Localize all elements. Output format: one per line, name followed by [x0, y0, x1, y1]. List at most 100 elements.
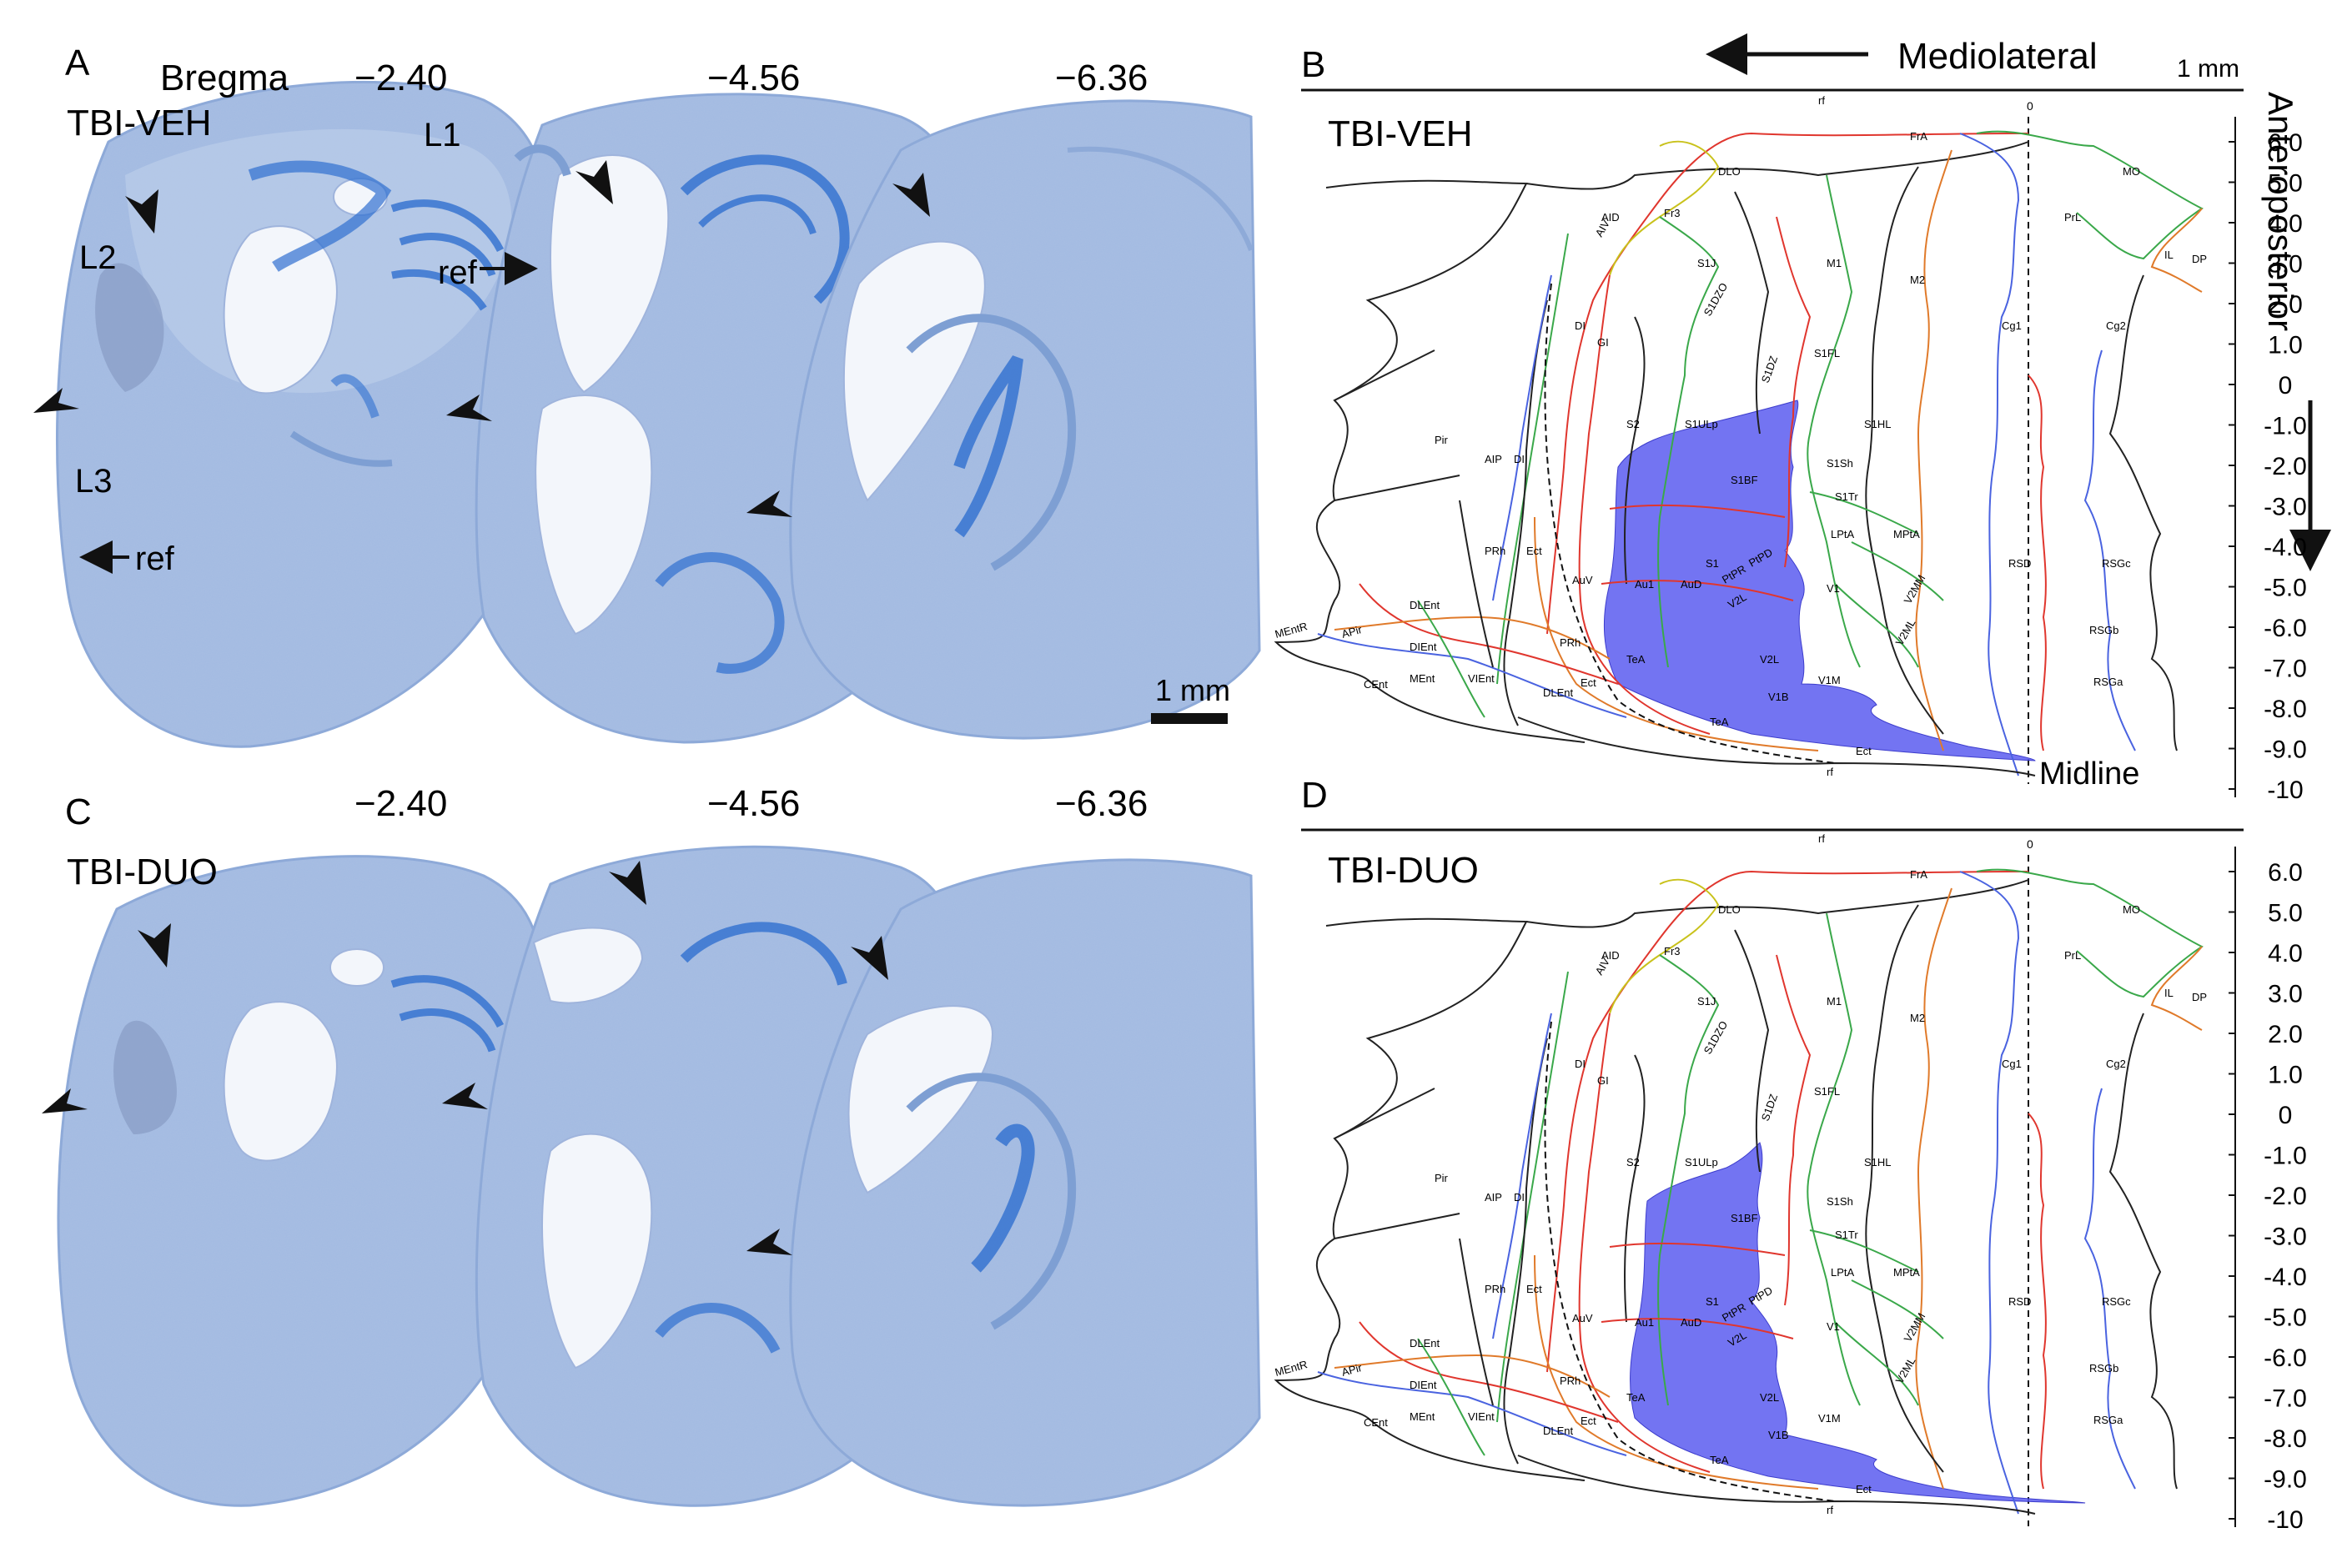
region-label: DP: [2192, 991, 2207, 1003]
region-label: PrL: [2064, 949, 2081, 962]
region-label: S1DZO: [1701, 280, 1731, 318]
region-boundary: [1496, 971, 1569, 1423]
ap-tick-label: 6.0: [2268, 859, 2303, 887]
scalebar-b-label: 1 mm: [2177, 55, 2239, 83]
midline-label: Midline: [2039, 756, 2139, 792]
ap-tick-label: -4.0: [2264, 534, 2307, 561]
region-boundary: [1865, 904, 1944, 1473]
ap-tick-label: -5.0: [2264, 1304, 2307, 1332]
ap-tick-label: -3.0: [2264, 494, 2307, 521]
region-boundary: [1496, 233, 1569, 685]
region-boundary: [1317, 633, 1627, 718]
panel-b-letter: B: [1301, 44, 1325, 85]
region-label: PrL: [2064, 211, 2081, 224]
region-boundary: [1525, 141, 2029, 190]
region-boundary: [1809, 491, 1944, 668]
region-label: AuV: [1572, 1312, 1593, 1324]
ap-tick-label: 2.0: [2268, 291, 2303, 319]
region-label: MPtA: [1893, 1266, 1920, 1279]
region-label: M2: [1910, 274, 1925, 286]
label-l3: L3: [75, 463, 113, 500]
region-boundary: [2083, 349, 2136, 751]
region-boundary: [1601, 1242, 1794, 1339]
slice-a3: [789, 99, 1261, 740]
region-boundary: [1359, 1321, 1619, 1423]
region-label: DIEnt: [1410, 1379, 1437, 1391]
region-label: V2MM: [1902, 1310, 1928, 1344]
region-label: S1HL: [1864, 1156, 1892, 1168]
region-label: PRh: [1560, 636, 1581, 649]
region-label: IL: [2164, 249, 2174, 261]
region-label: RSD: [2008, 557, 2031, 570]
region-label: M2: [1910, 1012, 1925, 1024]
region-label: V1: [1827, 1320, 1840, 1333]
region-label: VIEnt: [1468, 1410, 1495, 1423]
ap-tick-label: 3.0: [2268, 251, 2303, 279]
zero-b: 0: [2027, 99, 2033, 113]
region-label: RSGa: [2093, 1414, 2123, 1426]
region-label: MEnt: [1410, 672, 1435, 685]
rhinal-fissure-line: [1544, 283, 1836, 764]
region-label: S1DZ: [1759, 354, 1780, 384]
region-boundary: [1624, 1054, 1646, 1323]
region-label: S1Tr: [1835, 490, 1858, 503]
scalebar-a-label: 1 mm: [1155, 673, 1230, 707]
ap-tick-label: 6.0: [2268, 129, 2303, 157]
region-label: S1BF: [1731, 1212, 1758, 1224]
region-boundary: [2108, 1013, 2178, 1490]
region-boundary: [1734, 191, 1770, 435]
panel-d-group: TBI-DUO: [1328, 850, 1479, 891]
region-label: V2ML: [1893, 617, 1918, 648]
region-label: V1: [1827, 582, 1840, 595]
ap-tick-label: -9.0: [2264, 736, 2307, 764]
region-label: AuV: [1572, 574, 1593, 586]
rhinal-fissure-line: [1544, 1021, 1836, 1502]
region-boundary: [1959, 871, 2020, 1515]
region-label: PRh: [1485, 545, 1505, 557]
region-label: RSGc: [2102, 1295, 2131, 1308]
region-boundary: [1517, 716, 2036, 776]
region-boundary: [1317, 1371, 1627, 1456]
scalebar-a: [1151, 713, 1228, 724]
region-label: DI: [1514, 1191, 1525, 1204]
ap-tick-label: 5.0: [2268, 170, 2303, 198]
region-label: TeA: [1626, 1391, 1646, 1404]
region-boundary: [1417, 600, 1485, 718]
region-boundary: [1334, 1088, 1460, 1239]
ap-tick-label: 1.0: [2268, 1062, 2303, 1089]
region-label: DLEnt: [1543, 1425, 1574, 1437]
region-label: DLEnt: [1410, 1337, 1440, 1349]
region-label: Pir: [1435, 434, 1449, 446]
panel-c-group: TBI-DUO: [67, 852, 218, 892]
region-boundary: [1657, 216, 1720, 668]
region-boundary: [1578, 1013, 1711, 1473]
level-a2: −4.56: [707, 58, 800, 98]
region-boundary: [1334, 349, 1460, 501]
level-c1: −2.40: [354, 783, 447, 824]
region-label: FrA: [1910, 868, 1927, 881]
region-label: S1Sh: [1827, 1195, 1853, 1208]
ap-axis-b: 6.0 5.0 4.0 3.0 2.0 1.0 0 -1.0 -2.0 -3.0 -4.0 -5.0 -…: [2229, 117, 2307, 804]
region-label: Pir: [1435, 1172, 1449, 1184]
region-label: MEntR: [1274, 620, 1309, 641]
panel-b: B Mediolateral 1 mm TBI-VEH Anteroposter…: [1274, 33, 2331, 804]
region-label: MO: [2123, 903, 2140, 916]
ap-tick-label: -7.0: [2264, 1385, 2307, 1413]
region-boundary: [1959, 133, 2020, 776]
region-boundary: [1334, 1354, 1611, 1398]
ap-tick-label: -2.0: [2264, 453, 2307, 480]
ap-tick-label: -10: [2267, 1506, 2303, 1534]
slice-a1: [56, 80, 545, 748]
region-boundary: [1534, 1254, 1819, 1490]
region-label: RSGb: [2089, 1362, 2118, 1375]
region-label: DI: [1514, 453, 1525, 465]
region-boundary: [1359, 583, 1619, 685]
bregma-label: Bregma: [160, 58, 289, 98]
panel-a-group: TBI-VEH: [67, 103, 212, 143]
region-label: MPtA: [1893, 528, 1920, 540]
region-label: MEntR: [1274, 1358, 1309, 1379]
region-label: AuD: [1681, 578, 1701, 591]
region-boundary: [1546, 870, 2029, 1373]
